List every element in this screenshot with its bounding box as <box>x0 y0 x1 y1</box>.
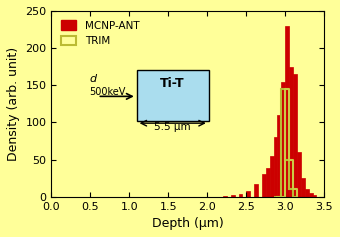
X-axis label: Depth (μm): Depth (μm) <box>152 217 224 230</box>
Bar <box>274 137 277 197</box>
Bar <box>246 191 250 197</box>
Legend: MCNP-ANT, TRIM: MCNP-ANT, TRIM <box>57 16 143 50</box>
Bar <box>223 196 227 197</box>
Bar <box>266 169 270 197</box>
Bar <box>277 115 282 197</box>
Bar <box>301 178 305 197</box>
Bar <box>239 194 242 197</box>
Bar <box>297 152 301 197</box>
Bar <box>262 174 266 197</box>
Bar <box>285 26 289 197</box>
Bar <box>312 195 317 197</box>
Bar <box>270 156 274 197</box>
Bar <box>231 195 235 197</box>
Y-axis label: Density (arb. unit): Density (arb. unit) <box>7 47 20 161</box>
Bar <box>254 184 258 197</box>
Bar <box>289 67 293 197</box>
Bar <box>309 193 312 197</box>
Bar <box>282 82 285 197</box>
Bar <box>293 74 297 197</box>
Bar <box>305 189 309 197</box>
